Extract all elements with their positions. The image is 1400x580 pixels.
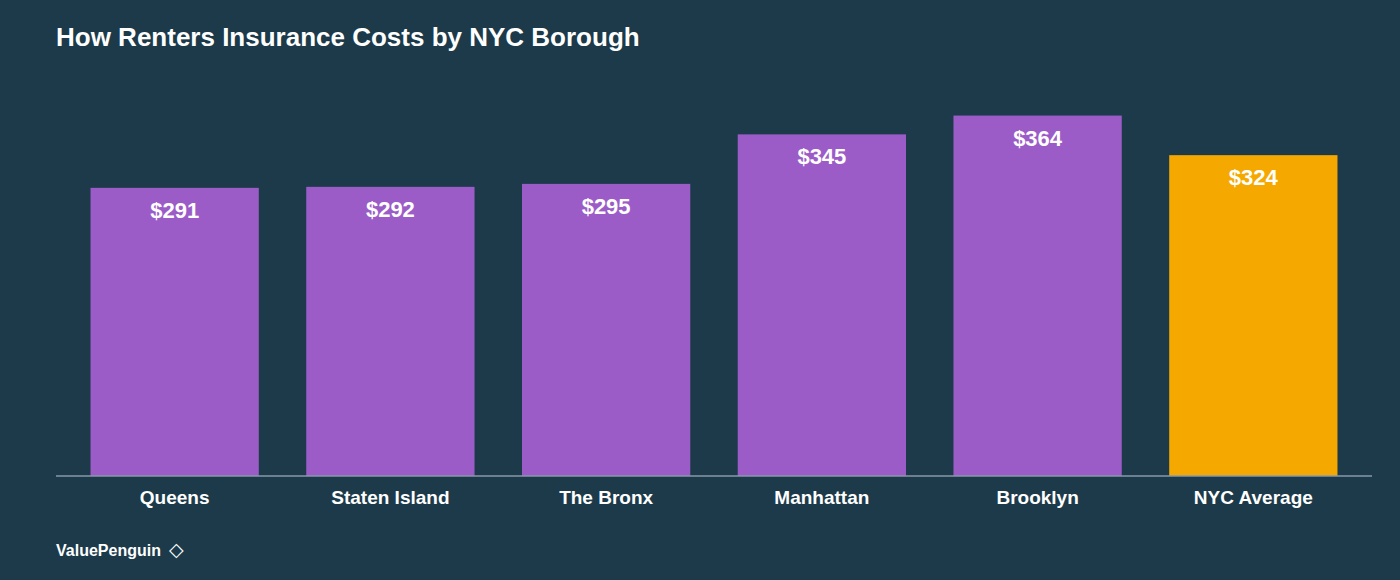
- x-tick-label: Queens: [140, 487, 210, 508]
- data-label: $291: [150, 198, 199, 223]
- bar: [953, 116, 1121, 476]
- bars: [91, 116, 1338, 476]
- bar: [522, 184, 690, 476]
- data-label: $324: [1229, 165, 1279, 190]
- bar: [1169, 155, 1337, 476]
- bar: [306, 187, 474, 476]
- title: How Renters Insurance Costs by NYC Borou…: [56, 22, 640, 52]
- bar: [91, 188, 259, 476]
- data-label: $345: [797, 144, 846, 169]
- chart: How Renters Insurance Costs by NYC Borou…: [0, 0, 1400, 580]
- x-axis-line: [56, 475, 1372, 477]
- data-label: $292: [366, 197, 415, 222]
- data-label: $364: [1013, 126, 1063, 151]
- x-tick-label: The Bronx: [559, 487, 653, 508]
- x-tick-label: Brooklyn: [996, 487, 1078, 508]
- x-tick-label: Manhattan: [774, 487, 869, 508]
- annotation: ValuePenguin: [56, 542, 161, 559]
- bar: [738, 134, 906, 476]
- x-tick-label: NYC Average: [1194, 487, 1313, 508]
- data-label: $295: [582, 194, 631, 219]
- x-tick-label: Staten Island: [331, 487, 449, 508]
- annotation: ◇: [169, 539, 184, 560]
- background: [0, 0, 1400, 580]
